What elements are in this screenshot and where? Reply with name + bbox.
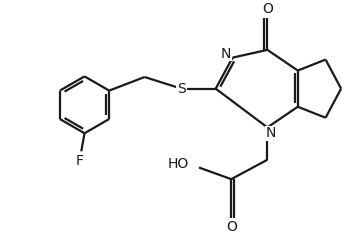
Text: N: N — [265, 126, 276, 140]
Text: S: S — [177, 82, 186, 96]
Text: O: O — [262, 1, 273, 15]
Text: F: F — [76, 154, 84, 168]
Text: O: O — [226, 220, 237, 234]
Text: HO: HO — [168, 157, 189, 171]
Text: N: N — [221, 47, 231, 61]
